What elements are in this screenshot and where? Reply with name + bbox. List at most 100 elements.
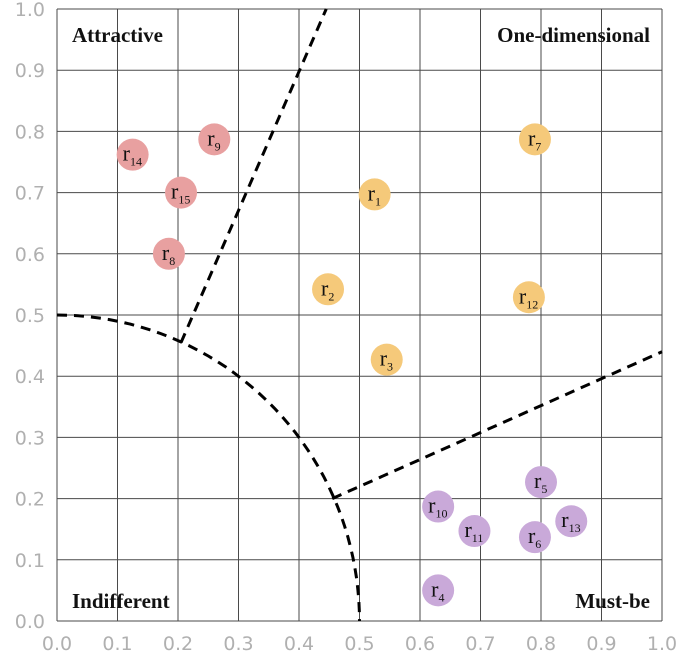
point-label: r5 (534, 468, 547, 496)
x-tick-label: 0.2 (163, 633, 193, 655)
point-label-subscript: 8 (169, 254, 175, 268)
point-label-letter: r (519, 283, 527, 308)
point-marker (512, 281, 545, 314)
x-tick-label: 1.0 (647, 633, 677, 655)
indifferent-arc-boundary (56, 313, 361, 622)
y-tick-label: 0.5 (15, 305, 45, 327)
x-tick-label: 0.8 (526, 633, 556, 655)
point-marker (152, 237, 185, 270)
x-tick-label: 0.5 (344, 633, 374, 655)
point-marker (518, 521, 551, 554)
y-tick-label: 0.2 (15, 489, 45, 511)
point-r9: r9 (198, 123, 231, 156)
point-r7: r7 (518, 123, 551, 156)
point-label: r9 (207, 125, 220, 153)
point-label-letter: r (123, 141, 131, 166)
point-label: r8 (162, 240, 175, 268)
category-boundaries (56, 8, 663, 622)
quadrant-label-one-dimensional: One-dimensional (497, 23, 650, 47)
point-r14: r14 (116, 138, 149, 171)
point-label-letter: r (207, 125, 215, 150)
point-label-subscript: 15 (178, 193, 190, 207)
point-marker (312, 273, 345, 306)
point-label-letter: r (464, 517, 472, 542)
y-tick-label: 0.8 (15, 121, 45, 143)
point-label-letter: r (171, 179, 179, 204)
point-label-subscript: 4 (438, 590, 444, 604)
x-tick-label: 0.9 (586, 633, 616, 655)
point-label-subscript: 9 (215, 139, 221, 153)
point-label-letter: r (321, 275, 329, 300)
point-label-letter: r (380, 346, 388, 371)
point-label: r10 (428, 493, 447, 521)
point-label: r15 (171, 179, 190, 207)
point-r3: r3 (370, 343, 403, 376)
point-label-subscript: 3 (387, 360, 393, 374)
point-r10: r10 (422, 490, 455, 523)
point-label-subscript: 13 (569, 521, 581, 535)
point-r15: r15 (165, 176, 198, 209)
x-tick-label: 0.3 (223, 633, 253, 655)
point-label-subscript: 12 (526, 297, 538, 311)
y-tick-label: 0.9 (15, 60, 45, 82)
y-tick-label: 0.6 (15, 244, 45, 266)
point-label: r4 (431, 576, 444, 604)
point-r11: r11 (458, 515, 491, 548)
point-label: r2 (321, 275, 334, 303)
point-label: r13 (561, 507, 580, 535)
quadrant-label-attractive: Attractive (72, 23, 163, 47)
y-tick-label: 0.0 (15, 611, 45, 633)
x-tick-label: 0.7 (465, 633, 495, 655)
point-label-subscript: 5 (541, 482, 547, 496)
y-tick-label: 0.3 (15, 427, 45, 449)
point-label-subscript: 2 (328, 289, 334, 303)
point-label: r14 (123, 141, 142, 169)
point-label: r7 (528, 125, 541, 153)
point-label-letter: r (368, 180, 376, 205)
point-label-letter: r (534, 468, 542, 493)
point-marker (458, 515, 491, 548)
point-label-letter: r (561, 507, 569, 532)
point-r8: r8 (152, 237, 185, 270)
point-marker (165, 176, 198, 209)
point-marker (525, 466, 557, 499)
point-r5: r5 (525, 466, 557, 499)
grid (56, 8, 663, 622)
y-tick-label: 1.0 (15, 0, 45, 21)
point-marker (370, 343, 403, 376)
point-marker (198, 123, 231, 156)
point-label: r3 (380, 346, 393, 374)
x-tick-label: 0.4 (284, 633, 314, 655)
point-label-subscript: 1 (375, 194, 381, 208)
point-r6: r6 (518, 521, 551, 554)
point-r2: r2 (312, 273, 345, 306)
quadrant-label-indifferent: Indifferent (72, 589, 170, 613)
point-label-subscript: 7 (535, 139, 541, 153)
x-tick-label: 0.6 (405, 633, 435, 655)
point-label-letter: r (528, 125, 536, 150)
point-label-subscript: 10 (435, 507, 447, 521)
point-label: r6 (528, 523, 541, 551)
axis-ticks: 0.0 0.1 0.2 0.3 0.4 0.5 0.6 0.7 0.8 0.9 1.0 0.0 0.1 0… (15, 0, 677, 655)
point-marker (116, 138, 149, 171)
point-marker (518, 123, 551, 156)
point-label: r1 (368, 180, 381, 208)
point-label: r12 (519, 283, 538, 311)
y-tick-label: 0.1 (15, 550, 45, 572)
x-tick-label: 0.0 (42, 633, 72, 655)
point-label-letter: r (528, 523, 536, 548)
point-label-subscript: 6 (535, 537, 541, 551)
quadrant-labels: Attractive One-dimensional Indifferent M… (72, 23, 650, 613)
quadrant-label-must-be: Must-be (575, 589, 650, 613)
point-label-subscript: 14 (130, 155, 142, 169)
x-tick-label: 0.1 (102, 633, 132, 655)
point-r1: r1 (358, 178, 391, 211)
point-label-subscript: 11 (472, 531, 484, 545)
point-r12: r12 (512, 281, 545, 314)
point-marker (358, 178, 391, 211)
point-label-letter: r (428, 493, 436, 518)
point-label-letter: r (162, 240, 170, 265)
point-marker (422, 490, 455, 523)
